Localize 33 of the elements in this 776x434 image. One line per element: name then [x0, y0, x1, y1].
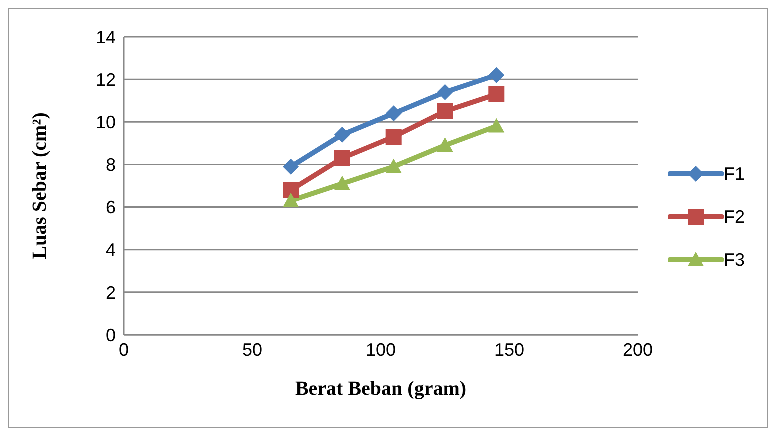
x-tick-label: 100 [366, 340, 396, 360]
y-tick-label: 4 [106, 240, 116, 260]
point [437, 84, 454, 100]
x-tick-label: 50 [242, 340, 263, 360]
x-tick-label: 150 [494, 340, 525, 360]
y-tick-label: 0 [106, 325, 116, 346]
legend-label: F2 [724, 206, 745, 228]
x-axis-title: Berat Beban (gram) [295, 378, 467, 400]
y-tick-label: 12 [96, 70, 116, 90]
point [283, 158, 300, 175]
x-tick-label: 0 [118, 340, 130, 360]
point [334, 150, 350, 166]
point [488, 67, 505, 84]
point [283, 192, 300, 208]
point [283, 182, 300, 198]
point [334, 126, 350, 143]
point [386, 106, 402, 122]
legend-label: F1 [724, 164, 745, 184]
y-tick-label: 8 [106, 155, 116, 176]
point [386, 129, 402, 146]
legend-label: F3 [724, 250, 745, 270]
point [488, 86, 505, 102]
point [334, 176, 350, 190]
y-tick-label: 14 [96, 27, 116, 48]
y-axis-title: Luas Sebar (cm²) [29, 112, 52, 260]
x-tick-label: 200 [622, 340, 654, 360]
point [488, 118, 505, 133]
point [437, 138, 454, 152]
y-tick-label: 10 [96, 112, 116, 133]
y-tick-label: 6 [106, 198, 116, 218]
y-tick-label: 2 [106, 282, 116, 303]
point [386, 158, 402, 174]
point [437, 104, 454, 120]
